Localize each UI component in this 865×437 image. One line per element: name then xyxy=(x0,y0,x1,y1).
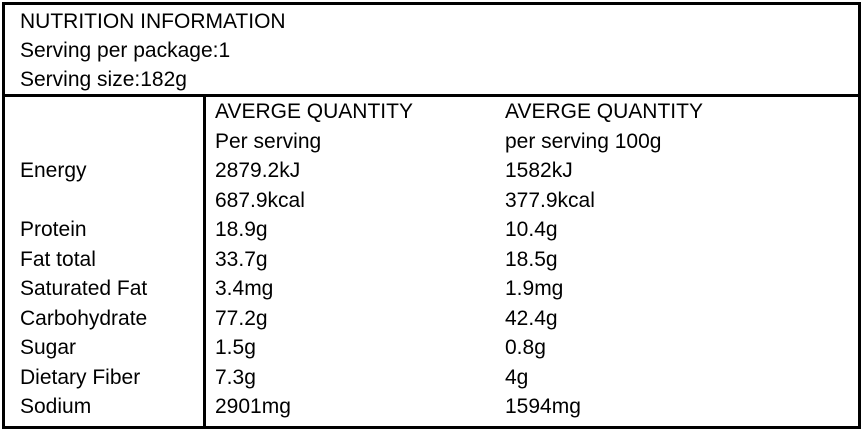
value-per-100g: 1582kJ xyxy=(505,159,573,182)
table-row: Saturated Fat 3.4mg 1.9mg xyxy=(5,274,858,304)
table-row: Sodium 2901mg 1594mg xyxy=(5,392,858,422)
nutrient-label: Saturated Fat xyxy=(20,277,148,300)
serving-size: Serving size:182g xyxy=(20,68,187,91)
value-per-serving: 7.3g xyxy=(215,365,256,389)
table-row: Sugar 1.5g 0.8g xyxy=(5,333,858,363)
nutrient-label xyxy=(5,186,203,216)
nutrient-label: Sodium xyxy=(20,395,92,418)
table-header-section: NUTRITION INFORMATION Serving per packag… xyxy=(5,5,858,97)
value-per-serving: 1.5g xyxy=(215,336,256,359)
value-per-100g: 18.5g xyxy=(505,247,558,271)
table-row: Protein 18.9g 10.4g xyxy=(5,215,858,245)
nutrition-table-body: AVERGE QUANTITY AVERGE QUANTITY Per serv… xyxy=(5,97,858,426)
nutrient-label: Fat total xyxy=(20,247,96,271)
value-per-100g: 1594mg xyxy=(505,395,581,418)
nutrient-label: Dietary Fiber xyxy=(20,365,141,389)
serving-per-package: Serving per package:1 xyxy=(20,39,231,62)
value-per-100g: 10.4g xyxy=(505,218,558,241)
table-row: Carbohydrate 77.2g 42.4g xyxy=(5,304,858,334)
col-header-per-serving-line2: Per serving xyxy=(215,129,322,153)
value-per-100g: 4g xyxy=(505,365,529,389)
nutrient-label xyxy=(5,97,203,127)
table-row: 687.9kcal 377.9kcal xyxy=(5,186,858,216)
nutrient-label: Sugar xyxy=(20,336,77,359)
value-per-serving: 33.7g xyxy=(215,247,268,271)
value-per-serving: 2901mg xyxy=(215,395,291,418)
col-header-per-100g-line1: AVERGE QUANTITY xyxy=(505,100,703,123)
value-per-serving: 18.9g xyxy=(215,218,268,241)
nutrient-label: Carbohydrate xyxy=(20,306,148,330)
col-header-per-100g-line2: per serving 100g xyxy=(505,129,662,153)
col-header-per-serving-line1: AVERGE QUANTITY xyxy=(215,100,413,123)
nutrient-label xyxy=(5,127,203,157)
nutrition-table: NUTRITION INFORMATION Serving per packag… xyxy=(2,2,861,429)
value-per-100g: 1.9mg xyxy=(505,277,564,300)
value-per-serving: 77.2g xyxy=(215,306,268,330)
value-per-100g: 0.8g xyxy=(505,336,546,359)
table-row: Fat total 33.7g 18.5g xyxy=(5,245,858,275)
column-divider xyxy=(203,97,206,426)
value-per-100g: 377.9kcal xyxy=(505,188,595,212)
value-per-serving: 2879.2kJ xyxy=(215,159,301,182)
value-per-serving: 3.4mg xyxy=(215,277,274,300)
column-header-row: AVERGE QUANTITY AVERGE QUANTITY xyxy=(5,97,858,127)
column-header-row: Per serving per serving 100g xyxy=(5,127,858,157)
table-title: NUTRITION INFORMATION xyxy=(20,10,286,33)
value-per-100g: 42.4g xyxy=(505,306,558,330)
nutrient-label: Protein xyxy=(20,218,87,241)
nutrient-label: Energy xyxy=(20,159,87,182)
value-per-serving: 687.9kcal xyxy=(215,188,305,212)
table-row: Dietary Fiber 7.3g 4g xyxy=(5,363,858,393)
table-row: Energy 2879.2kJ 1582kJ xyxy=(5,156,858,186)
